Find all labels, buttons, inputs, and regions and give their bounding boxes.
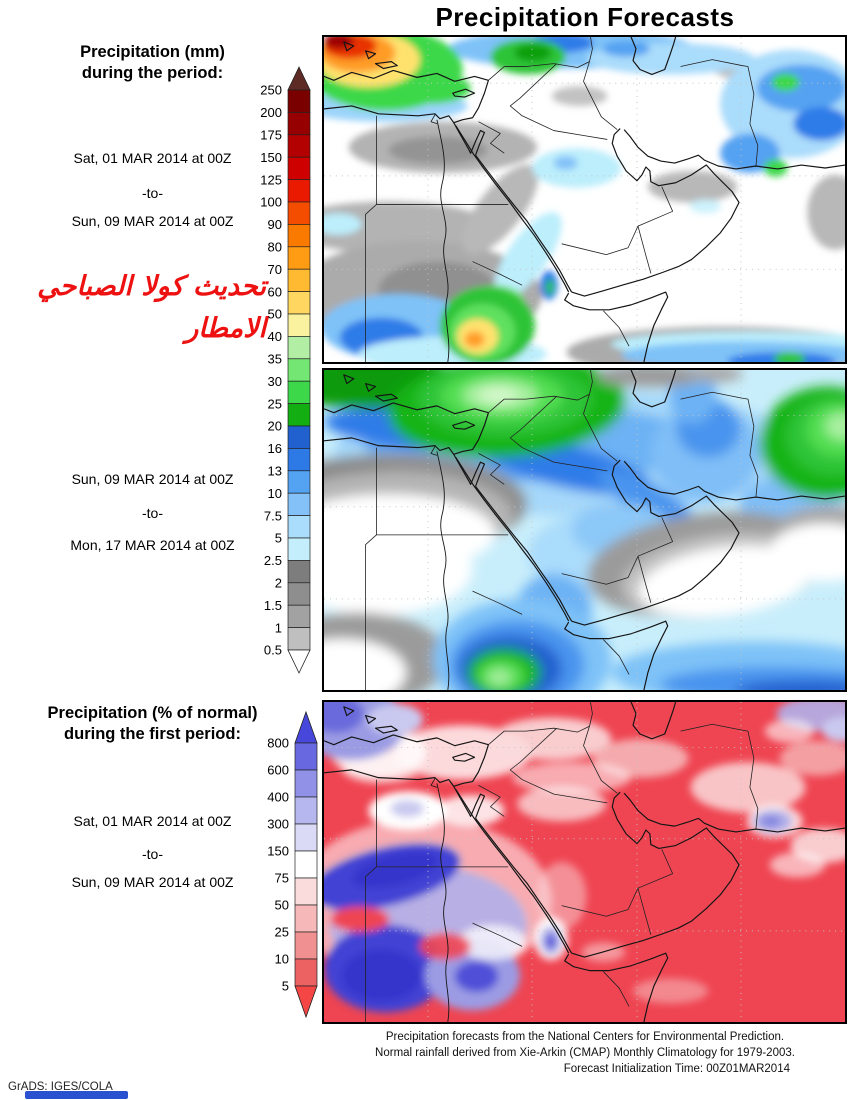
svg-text:5: 5 (275, 531, 282, 546)
svg-text:200: 200 (260, 105, 282, 120)
svg-text:800: 800 (267, 736, 289, 751)
map-panel-percent-normal (322, 700, 847, 1024)
map-period2-precip-mm (324, 370, 845, 690)
svg-text:50: 50 (275, 898, 289, 913)
map-panel-period2 (322, 368, 847, 692)
svg-text:7.5: 7.5 (264, 508, 282, 523)
svg-text:250: 250 (260, 83, 282, 98)
svg-text:400: 400 (267, 790, 289, 805)
panel1-heading: Precipitation (mm) during the period: (25, 42, 280, 84)
colorbar-svg: 800 600 400 300 150 75 50 25 10 5 (267, 711, 318, 1019)
precip-field-period2 (324, 370, 845, 690)
svg-text:16: 16 (268, 441, 282, 456)
svg-text:125: 125 (260, 172, 282, 187)
panel3-heading-line2: during the first period: (64, 725, 241, 743)
colorbar-percent-of-normal: 800 600 400 300 150 75 50 25 10 5 (233, 711, 321, 1020)
svg-text:75: 75 (275, 871, 289, 886)
svg-text:90: 90 (268, 217, 282, 232)
svg-text:10: 10 (275, 952, 289, 967)
panel2-date-separator: -to- (142, 505, 163, 521)
svg-text:100: 100 (260, 195, 282, 210)
svg-text:5: 5 (282, 979, 289, 994)
percent-normal-field (324, 702, 845, 1013)
panel3-date-to: Sun, 09 MAR 2014 at 00Z (71, 874, 234, 890)
map-period1-precip-mm (324, 37, 845, 362)
page-title: Precipitation Forecasts (435, 2, 735, 32)
svg-text:13: 13 (268, 464, 282, 479)
svg-text:35: 35 (268, 352, 282, 367)
bottom-blue-bar (25, 1091, 128, 1099)
panel2-date-to: Mon, 17 MAR 2014 at 00Z (70, 537, 235, 553)
svg-text:600: 600 (267, 763, 289, 778)
svg-text:50: 50 (268, 307, 282, 322)
footer-climatology-line: Normal rainfall derived from Xie-Arkin (… (375, 1047, 795, 1059)
arabic-annotation-line1: تحديث كولا الصباحي (37, 271, 266, 302)
svg-text:10: 10 (268, 486, 282, 501)
colorbar-svg: 2502001751501251009080706050403530252016… (260, 66, 311, 674)
footer-source-line: Precipitation forecasts from the Nationa… (385, 1031, 785, 1043)
svg-text:25: 25 (275, 925, 289, 940)
panel2-date-from: Sun, 09 MAR 2014 at 00Z (71, 471, 234, 487)
svg-text:80: 80 (268, 240, 282, 255)
svg-text:175: 175 (260, 128, 282, 143)
panel1-date-from: Sat, 01 MAR 2014 at 00Z (73, 150, 232, 166)
svg-text:150: 150 (267, 844, 289, 859)
svg-text:300: 300 (267, 817, 289, 832)
colorbar-mm: 250 200 175 150 125 100 90 80 70 60 50 40 35 30 25 20 16… (226, 66, 314, 676)
svg-text:40: 40 (268, 329, 282, 344)
arabic-annotation-line2: الامطار (185, 313, 266, 344)
panel3-heading-line1: Precipitation (% of normal) (47, 704, 258, 722)
map-percent-of-normal (324, 702, 845, 1022)
svg-text:60: 60 (268, 284, 282, 299)
panel1-date-separator: -to- (142, 185, 163, 201)
svg-text:30: 30 (268, 374, 282, 389)
svg-text:2: 2 (275, 576, 282, 591)
svg-text:1.5: 1.5 (264, 598, 282, 613)
precip-field-period1 (324, 37, 845, 362)
panel3-heading: Precipitation (% of normal) during the f… (15, 703, 290, 745)
svg-text:0.5: 0.5 (264, 643, 282, 658)
svg-text:70: 70 (268, 262, 282, 277)
panel1-heading-line1: Precipitation (mm) (80, 43, 225, 61)
panel3-date-separator: -to- (142, 846, 163, 862)
svg-text:20: 20 (268, 419, 282, 434)
svg-text:25: 25 (268, 396, 282, 411)
footer-init-time-line: Forecast Initialization Time: 00Z01MAR20… (563, 1063, 790, 1075)
panel1-heading-line2: during the period: (81, 64, 224, 82)
svg-text:2.5: 2.5 (264, 553, 282, 568)
panel3-date-from: Sat, 01 MAR 2014 at 00Z (73, 813, 232, 829)
map-panel-period1 (322, 35, 847, 364)
svg-text:1: 1 (275, 620, 282, 635)
svg-text:150: 150 (260, 150, 282, 165)
grads-credit: GrADS: IGES/COLA (8, 1081, 113, 1093)
panel1-date-to: Sun, 09 MAR 2014 at 00Z (71, 213, 234, 229)
